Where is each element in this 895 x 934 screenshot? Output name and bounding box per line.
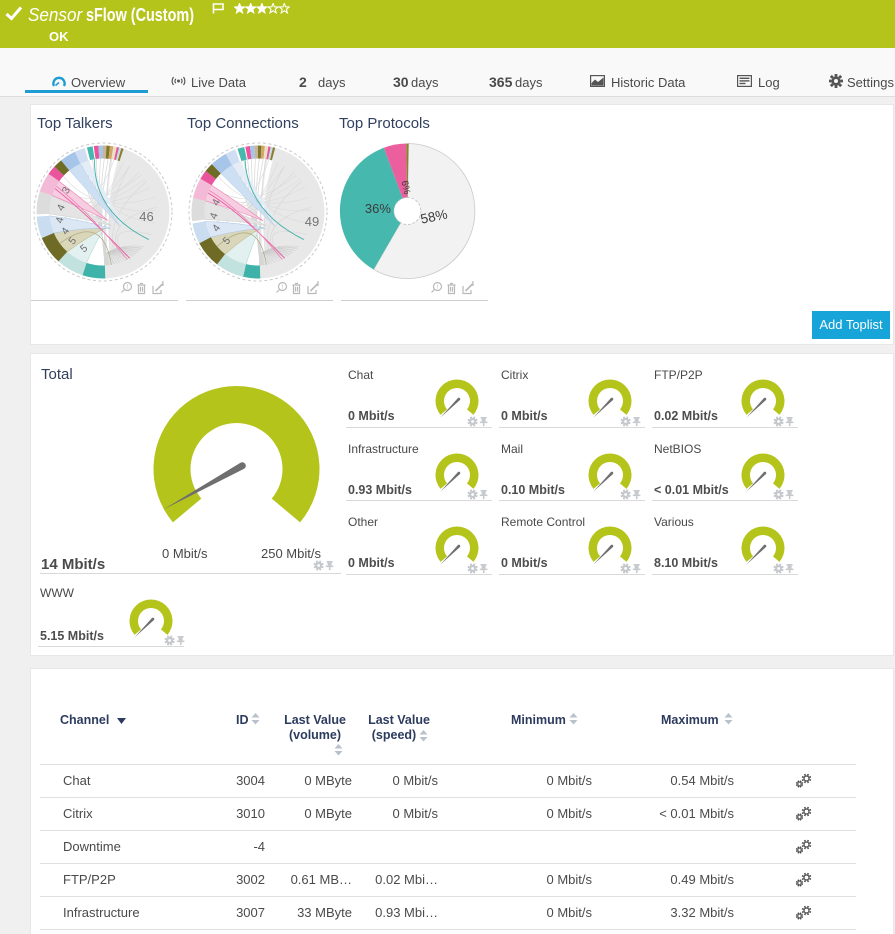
svg-text:58%: 58% <box>419 206 449 226</box>
svg-text:!: ! <box>437 284 439 291</box>
svg-text:4: 4 <box>54 216 67 225</box>
svg-text:4: 4 <box>55 202 68 213</box>
svg-text:4: 4 <box>59 225 72 237</box>
svg-text:46: 46 <box>139 209 153 224</box>
svg-text:4: 4 <box>210 222 223 234</box>
svg-text:36%: 36% <box>365 201 391 216</box>
svg-text:4: 4 <box>210 197 223 208</box>
svg-text:4: 4 <box>208 211 221 221</box>
svg-text:3: 3 <box>60 185 73 196</box>
svg-text:6%: 6% <box>399 180 413 196</box>
svg-text:!: ! <box>127 284 129 291</box>
svg-text:!: ! <box>282 284 284 291</box>
svg-text:49: 49 <box>305 214 319 229</box>
